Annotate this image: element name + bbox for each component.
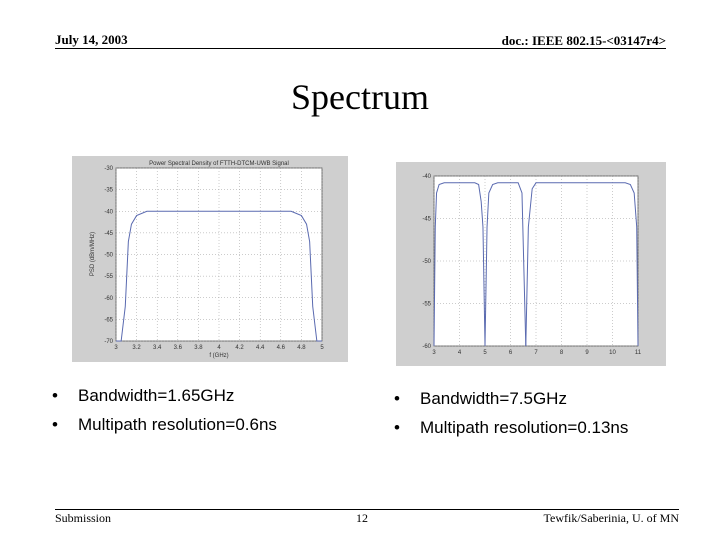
y-tick-label: -50 xyxy=(422,259,431,265)
footer-authors: Tewfik/Saberinia, U. of MN xyxy=(543,511,679,525)
x-tick-label: 3 xyxy=(114,345,118,351)
y-tick-label: -55 xyxy=(422,302,431,308)
footer-submission: Submission xyxy=(55,511,112,525)
psd-series-line xyxy=(116,210,322,342)
right-bullet-item: • Multipath resolution=0.13ns xyxy=(394,418,629,437)
y-tick-label: -35 xyxy=(104,188,113,194)
header-doc-id: doc.: IEEE 802.15-<03147r4> xyxy=(501,33,666,48)
right-bullet-item: • Bandwidth=7.5GHz xyxy=(394,389,567,408)
left-plot-title: Power Spectral Density of FTTH-DTCM-UWB … xyxy=(149,161,289,167)
x-tick-label: 8 xyxy=(560,350,564,356)
y-tick-label: -65 xyxy=(104,317,113,323)
y-tick-label: -40 xyxy=(104,209,113,215)
left-series xyxy=(116,210,322,342)
left-bullet-item: • Bandwidth=1.65GHz xyxy=(52,386,235,405)
right-tick-labels: 3 4 5 6 7 8 9 10 11 -40 -45 -50 -55 -60 xyxy=(422,174,641,356)
y-tick-label: -60 xyxy=(104,296,113,302)
slide-title: Spectrum xyxy=(291,77,429,117)
x-tick-label: 4 xyxy=(458,350,462,356)
left-y-axis-label: PSD (dBm/MHz) xyxy=(90,232,96,276)
y-tick-label: -45 xyxy=(422,217,431,223)
left-bullet-item: • Multipath resolution=0.6ns xyxy=(52,415,277,434)
x-tick-label: 3.6 xyxy=(174,345,183,351)
left-spectrum-chart: Power Spectral Density of FTTH-DTCM-UWB … xyxy=(72,156,348,362)
x-tick-label: 9 xyxy=(585,350,589,356)
footer-rule xyxy=(55,509,679,510)
y-tick-label: -55 xyxy=(104,274,113,280)
x-tick-label: 4 xyxy=(217,345,221,351)
y-tick-label: -45 xyxy=(104,231,113,237)
left-x-axis-label: f (GHz) xyxy=(209,353,228,359)
x-tick-label: 10 xyxy=(609,350,616,356)
right-series xyxy=(433,182,639,347)
x-tick-label: 3 xyxy=(432,350,436,356)
y-tick-label: -60 xyxy=(422,344,431,350)
x-tick-label: 3.2 xyxy=(132,345,141,351)
y-tick-label: -40 xyxy=(422,174,431,180)
left-bullet-text: Multipath resolution=0.6ns xyxy=(78,415,277,434)
psd-series-line xyxy=(525,182,639,347)
x-tick-label: 3.4 xyxy=(153,345,162,351)
x-tick-label: 3.8 xyxy=(194,345,203,351)
left-tick-labels: 3 3.2 3.4 3.6 3.8 4 4.2 4.4 4.6 4.8 5 -30 -35 -40 -45 -… xyxy=(104,166,324,351)
left-spectrum-figure: Power Spectral Density of FTTH-DTCM-UWB … xyxy=(72,156,348,362)
y-tick-label: -30 xyxy=(104,166,113,172)
x-tick-label: 6 xyxy=(509,350,513,356)
x-tick-label: 4.2 xyxy=(235,345,244,351)
psd-series-line xyxy=(433,182,527,347)
x-tick-label: 5 xyxy=(483,350,487,356)
right-bullet-text: Bandwidth=7.5GHz xyxy=(420,389,567,408)
x-tick-label: 4.6 xyxy=(277,345,286,351)
x-tick-label: 5 xyxy=(320,345,324,351)
y-tick-label: -70 xyxy=(104,339,113,345)
x-tick-label: 4.4 xyxy=(256,345,265,351)
x-tick-label: 4.8 xyxy=(297,345,306,351)
y-tick-label: -50 xyxy=(104,253,113,259)
header-date: July 14, 2003 xyxy=(55,32,128,47)
footer-page-number: 12 xyxy=(356,511,368,525)
right-bullet-text: Multipath resolution=0.13ns xyxy=(420,418,629,437)
right-spectrum-chart: 3 4 5 6 7 8 9 10 11 -40 -45 -50 -55 -60 xyxy=(396,162,666,366)
right-bullet-list: • Bandwidth=7.5GHz • Multipath resolution=… xyxy=(394,389,628,447)
x-tick-label: 7 xyxy=(534,350,538,356)
left-bullet-text: Bandwidth=1.65GHz xyxy=(78,386,235,405)
x-tick-label: 11 xyxy=(635,350,642,356)
header-rule xyxy=(55,48,666,49)
left-bullet-list: • Bandwidth=1.65GHz • Multipath resolution… xyxy=(52,386,277,444)
right-spectrum-figure: 3 4 5 6 7 8 9 10 11 -40 -45 -50 -55 -60 xyxy=(396,162,666,366)
